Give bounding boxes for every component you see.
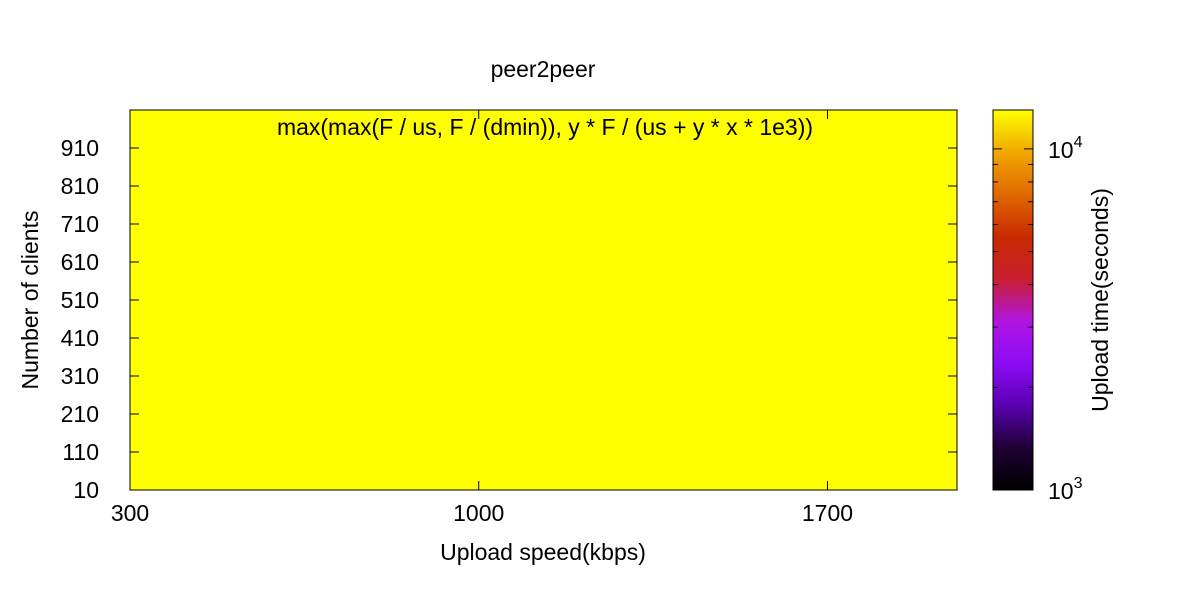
y-tick-label: 410 (61, 325, 99, 351)
colorbar-tick-label: 104 (1048, 134, 1083, 163)
x-tick-label: 1000 (453, 500, 504, 526)
x-tick-label: 300 (111, 500, 149, 526)
y-tick-label: 110 (62, 439, 99, 465)
heatmap-raster (130, 110, 957, 490)
x-axis-label: Upload speed(kbps) (440, 539, 646, 565)
y-tick-label: 610 (61, 249, 99, 275)
y-tick-label: 210 (61, 401, 99, 427)
y-tick-label: 510 (61, 287, 99, 313)
y-tick-label: 310 (61, 363, 99, 389)
y-axis-ticks: 10 110 210 310 410 510 610 710 810 910 (61, 135, 957, 503)
y-tick-label: 910 (61, 135, 99, 161)
x-axis-ticks: 300 1000 1700 (111, 110, 853, 526)
colorbar-tick-label: 103 (1048, 475, 1083, 504)
formula-annotation: max(max(F / us, F / (dmin)), y * F / (us… (277, 114, 813, 140)
y-tick-label: 810 (61, 173, 99, 199)
y-axis-label: Number of clients (17, 211, 43, 390)
heatmap-plot-area (130, 110, 957, 490)
colorbar-label: Upload time(seconds) (1087, 188, 1113, 412)
y-tick-label: 710 (61, 211, 99, 237)
colorbar: 103 104 Upload time(seconds) (992, 109, 1113, 504)
colorbar-gradient (992, 109, 1034, 491)
chart-title: peer2peer (491, 56, 596, 82)
x-tick-label: 1700 (802, 500, 853, 526)
colorbar-ticks: 103 104 (993, 134, 1083, 504)
y-tick-label: 10 (73, 477, 99, 503)
